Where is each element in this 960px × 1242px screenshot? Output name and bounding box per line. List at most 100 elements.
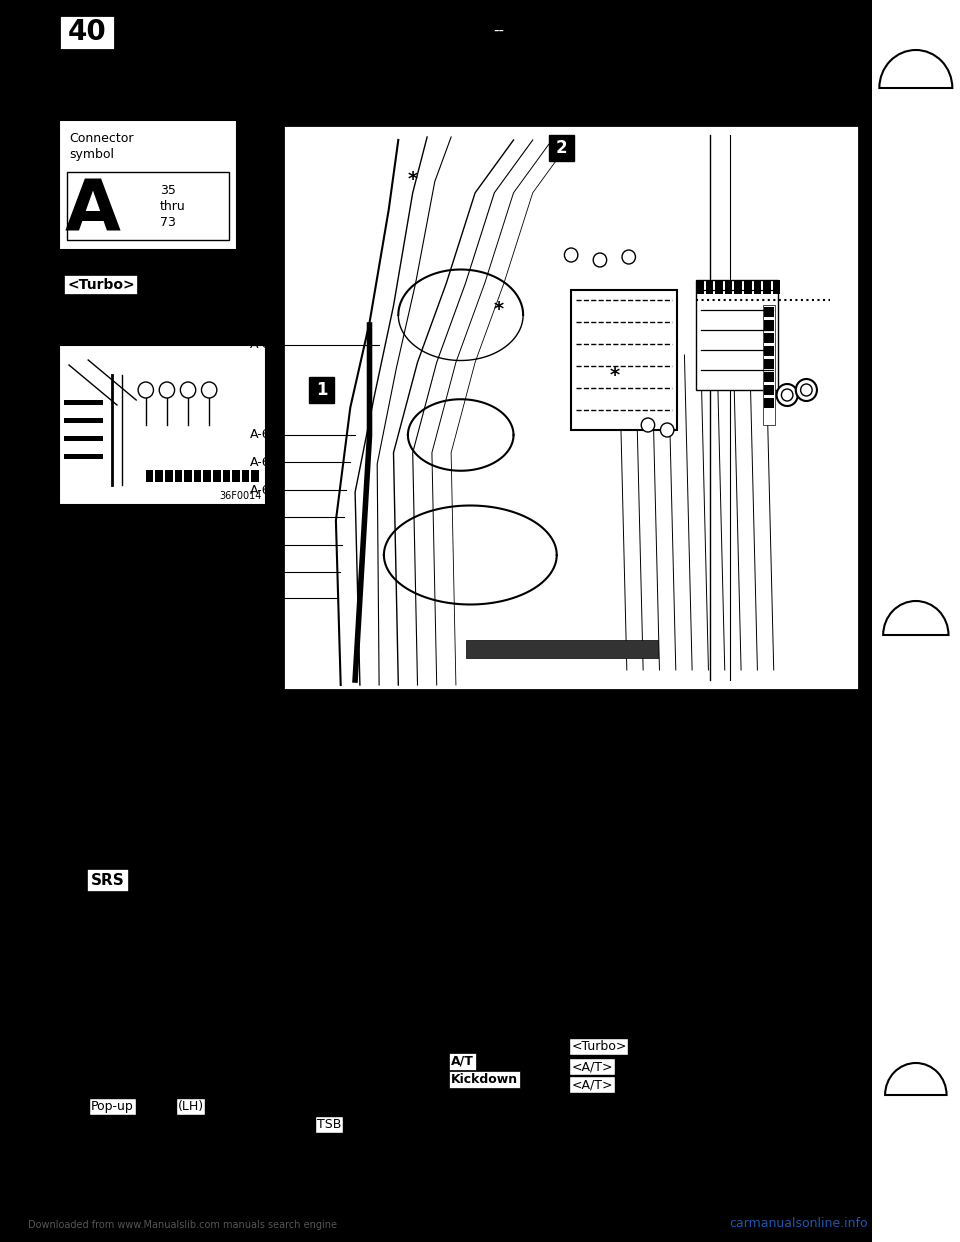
Wedge shape (885, 1063, 947, 1095)
Text: A-61: A-61 (250, 565, 278, 579)
Text: TSB: TSB (317, 1118, 341, 1131)
Text: A-64: A-64 (250, 483, 278, 497)
Bar (715, 279, 723, 294)
Bar (744, 279, 752, 294)
Bar (734, 279, 742, 294)
Bar (175, 469, 182, 482)
Text: |: | (547, 1118, 553, 1134)
Text: *: * (408, 170, 418, 190)
Bar (283, 125, 859, 691)
Bar (764, 320, 774, 330)
Bar (883, 1061, 948, 1097)
Text: A-63: A-63 (250, 510, 278, 523)
Bar (571, 289, 677, 430)
Text: A-65: A-65 (250, 456, 278, 468)
Bar (696, 279, 778, 390)
Text: A-58: A-58 (424, 718, 449, 728)
Circle shape (796, 379, 817, 401)
Bar (204, 469, 211, 482)
Bar (223, 469, 230, 482)
Bar (763, 279, 771, 294)
Text: --: -- (493, 22, 505, 37)
Bar (232, 469, 240, 482)
Bar (764, 385, 774, 395)
Text: A-66: A-66 (250, 428, 278, 441)
Text: <Turbo>: <Turbo> (571, 1040, 627, 1053)
Text: thru: thru (160, 200, 186, 212)
Text: Connector
symbol: Connector symbol (69, 132, 133, 161)
Bar (725, 279, 732, 294)
Text: Downloaded from www.Manualslib.com manuals search engine: Downloaded from www.Manualslib.com manua… (28, 1220, 337, 1230)
Bar (764, 347, 774, 356)
Bar (764, 307, 774, 317)
Text: SRS: SRS (91, 873, 125, 888)
Circle shape (641, 419, 655, 432)
Text: Pop-up: Pop-up (91, 1100, 133, 1113)
Circle shape (159, 383, 175, 397)
Bar (64, 419, 103, 424)
Bar (877, 48, 954, 89)
Bar (764, 359, 774, 369)
Bar (156, 469, 163, 482)
Text: <A/T>: <A/T> (571, 1078, 612, 1090)
Circle shape (777, 384, 798, 406)
Bar (252, 469, 259, 482)
Bar (764, 397, 774, 409)
Bar (67, 171, 229, 240)
Bar (242, 469, 250, 482)
Circle shape (202, 383, 217, 397)
Text: 40: 40 (68, 19, 107, 46)
Text: A: A (65, 176, 121, 246)
Bar (194, 469, 202, 482)
Bar (763, 306, 775, 425)
Bar (549, 135, 574, 161)
Bar (764, 333, 774, 343)
Wedge shape (879, 50, 952, 88)
Bar (60, 345, 266, 505)
Circle shape (138, 383, 154, 397)
Bar (213, 469, 221, 482)
Text: A-60: A-60 (250, 591, 278, 605)
Bar (165, 469, 173, 482)
Bar (146, 469, 154, 482)
Bar (64, 400, 103, 405)
Text: 35: 35 (160, 184, 176, 196)
Text: A-57: A-57 (448, 718, 473, 728)
Circle shape (622, 250, 636, 265)
Wedge shape (883, 601, 948, 635)
Bar (466, 640, 658, 658)
Bar (309, 378, 334, 402)
Text: <Turbo>: <Turbo> (67, 278, 134, 292)
Text: <A/T>: <A/T> (571, 1059, 612, 1073)
Text: 1: 1 (316, 381, 327, 399)
Bar (696, 279, 704, 294)
Bar (764, 373, 774, 383)
Bar (60, 120, 237, 250)
Bar (64, 455, 103, 460)
Text: *: * (610, 365, 619, 385)
Bar (60, 15, 115, 50)
Text: carmanualsonline.info: carmanualsonline.info (730, 1217, 868, 1230)
Circle shape (593, 253, 607, 267)
Text: A-68: A-68 (250, 339, 278, 351)
Text: A-62: A-62 (250, 539, 278, 551)
Bar (872, 0, 960, 1242)
Circle shape (180, 383, 196, 397)
Bar (64, 436, 103, 441)
Text: 2: 2 (556, 139, 567, 156)
Circle shape (660, 424, 674, 437)
Text: (LH): (LH) (178, 1100, 204, 1113)
Text: *: * (494, 301, 504, 319)
Text: Kickdown: Kickdown (451, 1073, 518, 1086)
Text: A-55: A-55 (468, 718, 492, 728)
Bar (773, 279, 780, 294)
Bar (706, 279, 713, 294)
Circle shape (564, 248, 578, 262)
Text: 36F0014: 36F0014 (220, 491, 262, 501)
Text: A/T: A/T (451, 1054, 474, 1068)
Text: 73: 73 (160, 216, 176, 229)
Bar (184, 469, 192, 482)
Circle shape (781, 389, 793, 401)
Text: A-56: A-56 (372, 718, 396, 728)
Bar (754, 279, 761, 294)
